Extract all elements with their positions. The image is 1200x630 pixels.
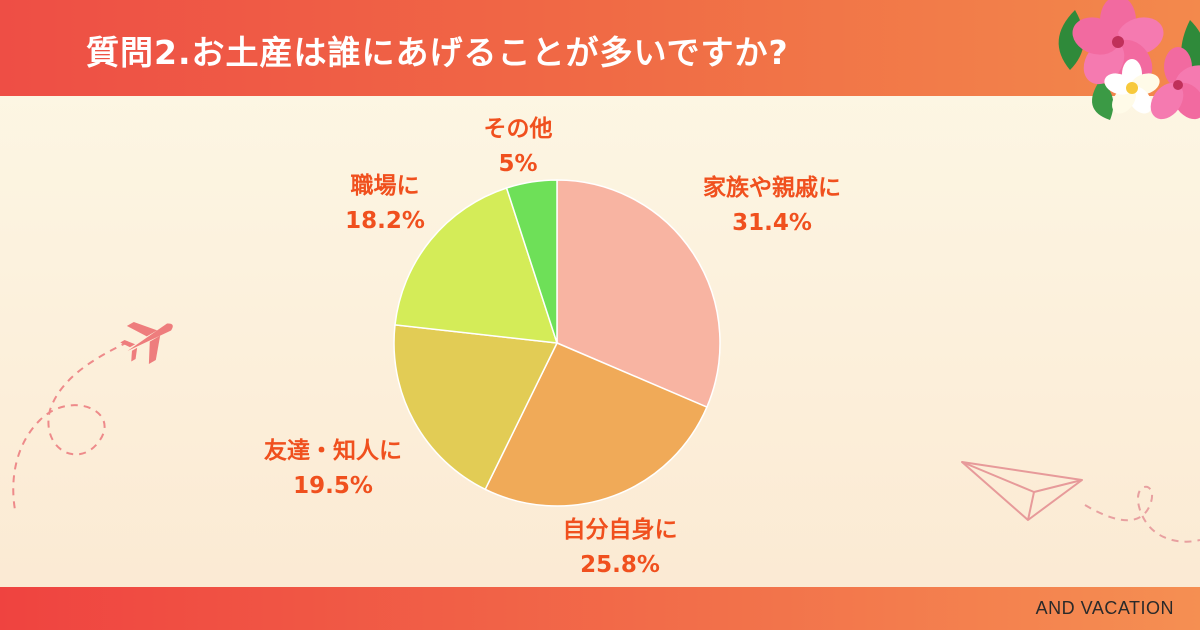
pie-slice	[556, 179, 721, 409]
slice-category-label: 友達・知人に	[264, 437, 402, 464]
pie-slice	[394, 187, 559, 344]
footer-bar: AND VACATION	[0, 587, 1200, 630]
slice-category-label: その他	[484, 116, 553, 142]
page-title: 質問2.お土産は誰にあげることが多いですか?	[86, 33, 789, 72]
brand-name: AND VACATION	[1035, 598, 1174, 618]
pie-slice	[505, 179, 558, 344]
slice-value-label: 25.8%	[580, 552, 660, 578]
slice-category-label: 職場に	[351, 172, 420, 199]
slice-value-label: 19.5%	[293, 473, 373, 499]
slice-category-label: 家族や親戚に	[703, 174, 841, 201]
pie-slice	[393, 324, 559, 491]
slice-category-label: 自分自身に	[563, 516, 678, 543]
header-bar: 質問2.お土産は誰にあげることが多いですか?	[0, 0, 1200, 96]
slice-value-label: 18.2%	[345, 208, 425, 234]
slice-value-label: 5%	[498, 151, 537, 177]
slice-value-label: 31.4%	[732, 210, 812, 236]
pie-slice	[484, 342, 708, 507]
